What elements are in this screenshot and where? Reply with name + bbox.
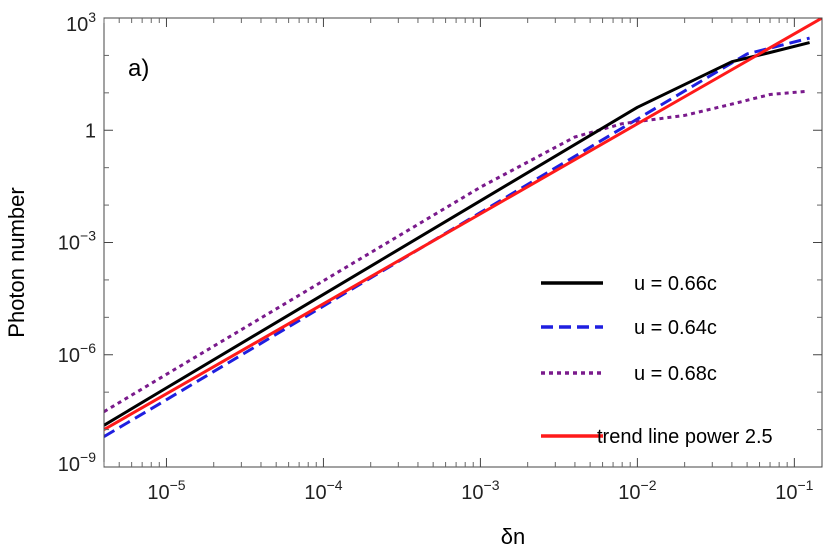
series-line-0 <box>104 41 810 427</box>
series-line-2 <box>104 89 807 413</box>
legend-label-0: u = 0.66c <box>634 273 717 295</box>
plot-frame <box>103 17 823 468</box>
y-tick-label-1: 10−6 <box>58 340 96 367</box>
x-axis-label: δn <box>501 524 525 549</box>
series-layer <box>104 18 822 438</box>
x-tick-label-2: 10−3 <box>461 477 499 504</box>
series-line-3 <box>104 18 822 431</box>
x-tick-label-3: 10−2 <box>618 477 656 504</box>
ticks-layer: 10−5 10−4 10−3 10−2 10−1 10−9 10−6 10−3 1 103 <box>58 9 822 504</box>
y-tick-label-3: 1 <box>85 120 96 142</box>
panel-label: a) <box>128 55 149 82</box>
y-tick-label-4: 103 <box>66 9 96 36</box>
y-axis-label: Photon number <box>4 187 29 337</box>
legend-label-1: u = 0.64c <box>634 317 717 339</box>
y-tick-label-0: 10−9 <box>58 449 96 476</box>
x-tick-label-4: 10−1 <box>775 477 813 504</box>
y-tick-label-2: 10−3 <box>58 228 96 255</box>
legend: u = 0.66c u = 0.64c u = 0.68c trend line po… <box>541 273 773 448</box>
x-tick-label-1: 10−4 <box>304 477 342 504</box>
x-tick-label-0: 10−5 <box>147 477 185 504</box>
legend-label-3: trend line power 2.5 <box>597 426 773 448</box>
legend-label-2: u = 0.68c <box>634 363 717 385</box>
